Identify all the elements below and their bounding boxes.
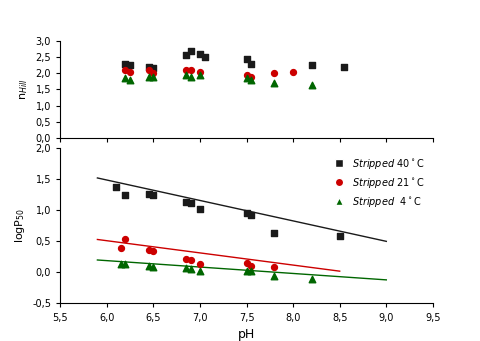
Point bbox=[182, 256, 190, 262]
Point bbox=[117, 261, 124, 266]
Point bbox=[144, 67, 152, 73]
Point bbox=[242, 268, 250, 273]
Point bbox=[270, 265, 278, 270]
Point bbox=[196, 206, 204, 212]
Point bbox=[121, 236, 129, 241]
Point bbox=[144, 263, 152, 268]
Point bbox=[144, 64, 152, 70]
Point bbox=[182, 53, 190, 58]
Point bbox=[121, 67, 129, 73]
Point bbox=[112, 184, 120, 189]
Point bbox=[121, 61, 129, 66]
Point bbox=[270, 71, 278, 76]
Point bbox=[182, 67, 190, 73]
Point bbox=[149, 248, 157, 253]
Point bbox=[182, 199, 190, 204]
Point bbox=[186, 48, 194, 53]
Point bbox=[247, 77, 254, 83]
Point bbox=[196, 69, 204, 74]
Point bbox=[182, 265, 190, 271]
Point bbox=[186, 67, 194, 73]
Point bbox=[126, 69, 133, 74]
Y-axis label: n$_{Hill}$: n$_{Hill}$ bbox=[18, 79, 30, 100]
Point bbox=[196, 72, 204, 78]
Point bbox=[196, 268, 204, 273]
Legend: $\it{Stripped}$ 40$^\circ$C, $\it{Stripped}$ 21$^\circ$C, $\it{Stripped}$  4$^\c: $\it{Stripped}$ 40$^\circ$C, $\it{Stripp… bbox=[325, 153, 427, 212]
Point bbox=[270, 80, 278, 86]
Point bbox=[149, 192, 157, 197]
Point bbox=[242, 210, 250, 216]
Point bbox=[307, 62, 315, 68]
Point bbox=[307, 276, 315, 281]
Point bbox=[307, 82, 315, 87]
Point bbox=[149, 264, 157, 269]
Point bbox=[144, 247, 152, 253]
Point bbox=[242, 75, 250, 81]
Point bbox=[126, 62, 133, 68]
Point bbox=[186, 200, 194, 206]
Point bbox=[335, 234, 343, 239]
Point bbox=[121, 75, 129, 81]
Point bbox=[186, 257, 194, 263]
Point bbox=[121, 262, 129, 267]
Point bbox=[144, 191, 152, 197]
Point bbox=[247, 268, 254, 274]
Y-axis label: logP$_{50}$: logP$_{50}$ bbox=[12, 208, 26, 243]
Point bbox=[182, 72, 190, 78]
Point bbox=[196, 51, 204, 57]
Point bbox=[121, 192, 129, 197]
Point bbox=[270, 231, 278, 236]
Point bbox=[149, 74, 157, 79]
Point bbox=[186, 267, 194, 272]
Point bbox=[186, 74, 194, 79]
Point bbox=[200, 54, 208, 60]
Point bbox=[126, 77, 133, 83]
Point bbox=[149, 66, 157, 71]
Point bbox=[242, 261, 250, 266]
Point bbox=[247, 264, 254, 269]
Point bbox=[144, 74, 152, 79]
Point bbox=[242, 56, 250, 61]
Point bbox=[196, 262, 204, 267]
Point bbox=[247, 61, 254, 66]
X-axis label: pH: pH bbox=[238, 328, 254, 341]
Point bbox=[247, 212, 254, 217]
Point bbox=[288, 69, 296, 74]
Point bbox=[149, 71, 157, 76]
Point bbox=[242, 72, 250, 78]
Point bbox=[247, 74, 254, 79]
Point bbox=[117, 245, 124, 250]
Point bbox=[270, 273, 278, 278]
Point bbox=[340, 64, 348, 70]
